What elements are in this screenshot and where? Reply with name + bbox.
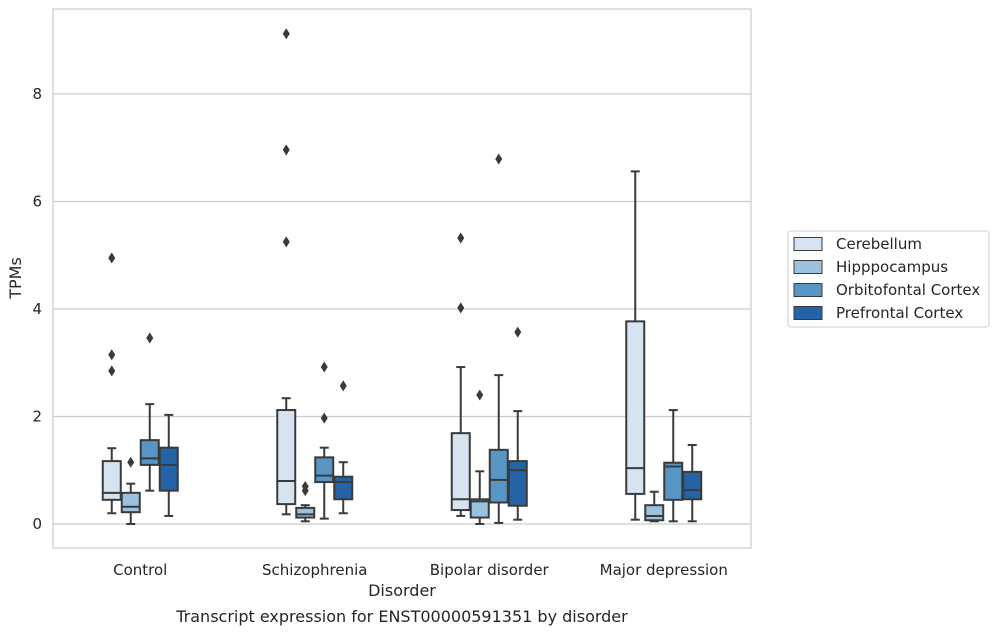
box-body (314, 456, 335, 484)
legend-frame (787, 230, 990, 328)
outlier-point (108, 365, 116, 377)
box-3-1 (644, 490, 665, 523)
box-body (120, 491, 141, 514)
box-body (644, 504, 665, 522)
y-tick-label: 2 (32, 408, 42, 426)
outlier-point (282, 144, 290, 156)
outlier-point (282, 236, 290, 248)
box-body (507, 460, 528, 507)
outlier-point (146, 332, 154, 344)
box-1-1 (295, 480, 316, 523)
legend-label: Hipppocampus (836, 258, 948, 276)
outlier-point (339, 380, 347, 392)
x-tick-label: Major depression (600, 561, 728, 579)
legend: Cerebellum Hipppocampus Orbitofontal Corte… (787, 230, 990, 328)
outlier-point (108, 349, 116, 361)
box-body (139, 439, 160, 466)
box-3-3 (682, 443, 703, 523)
box-body (663, 461, 684, 501)
outlier-point (127, 456, 135, 468)
box-2-1 (469, 389, 490, 525)
outlier-point (457, 232, 465, 244)
legend-swatch (793, 306, 823, 320)
box-body (625, 320, 646, 495)
legend-swatch (793, 237, 823, 251)
box-body (450, 432, 471, 512)
box-groups (101, 28, 703, 525)
outlier-point (495, 153, 503, 165)
y-axis-label: TPMs (6, 257, 25, 300)
x-tick-label: Schizophrenia (262, 561, 367, 579)
chart-caption: Transcript expression for ENST0000059135… (175, 607, 628, 626)
outlier-point (320, 412, 328, 424)
x-axis-label: Disorder (368, 581, 436, 600)
box-1-2 (314, 361, 335, 520)
y-tick-label: 8 (32, 85, 42, 103)
box-body (276, 409, 297, 506)
box-body (295, 506, 316, 519)
box-2-2 (488, 153, 509, 524)
outlier-point (476, 389, 484, 401)
outlier-point (282, 28, 290, 40)
x-tick-label: Control (113, 561, 167, 579)
outlier-point (108, 252, 116, 264)
outlier-point (301, 485, 309, 497)
box-body (488, 448, 509, 504)
legend-swatch (793, 260, 823, 274)
legend-swatch (793, 283, 823, 297)
box-body (101, 460, 122, 501)
box-body (158, 446, 179, 492)
box-0-3 (158, 413, 179, 517)
y-tick-label: 6 (32, 193, 42, 211)
outlier-point (457, 302, 465, 314)
box-2-3 (507, 326, 528, 521)
box-2-0 (450, 232, 471, 517)
legend-label: Prefrontal Cortex (836, 304, 963, 322)
box-body (333, 475, 354, 501)
box-0-1 (120, 456, 141, 525)
box-1-0 (276, 28, 297, 516)
box-3-2 (663, 409, 684, 523)
box-body (682, 470, 703, 501)
outlier-point (320, 361, 328, 373)
box-0-0 (101, 252, 122, 515)
x-axis: Control Schizophrenia Bipolar disorder Majo… (113, 561, 728, 579)
box-3-0 (625, 170, 646, 521)
legend-label: Cerebellum (836, 235, 922, 253)
y-tick-label: 0 (32, 515, 42, 533)
outlier-point (514, 326, 522, 338)
box-0-2 (139, 332, 160, 492)
y-axis: 0 2 4 6 8 (32, 85, 42, 533)
x-tick-label: Bipolar disorder (430, 561, 550, 579)
y-tick-label: 4 (32, 300, 42, 318)
plot-frame (52, 8, 752, 549)
box-body (469, 498, 490, 519)
legend-label: Orbitofontal Cortex (836, 281, 980, 299)
box-1-3 (333, 380, 354, 515)
